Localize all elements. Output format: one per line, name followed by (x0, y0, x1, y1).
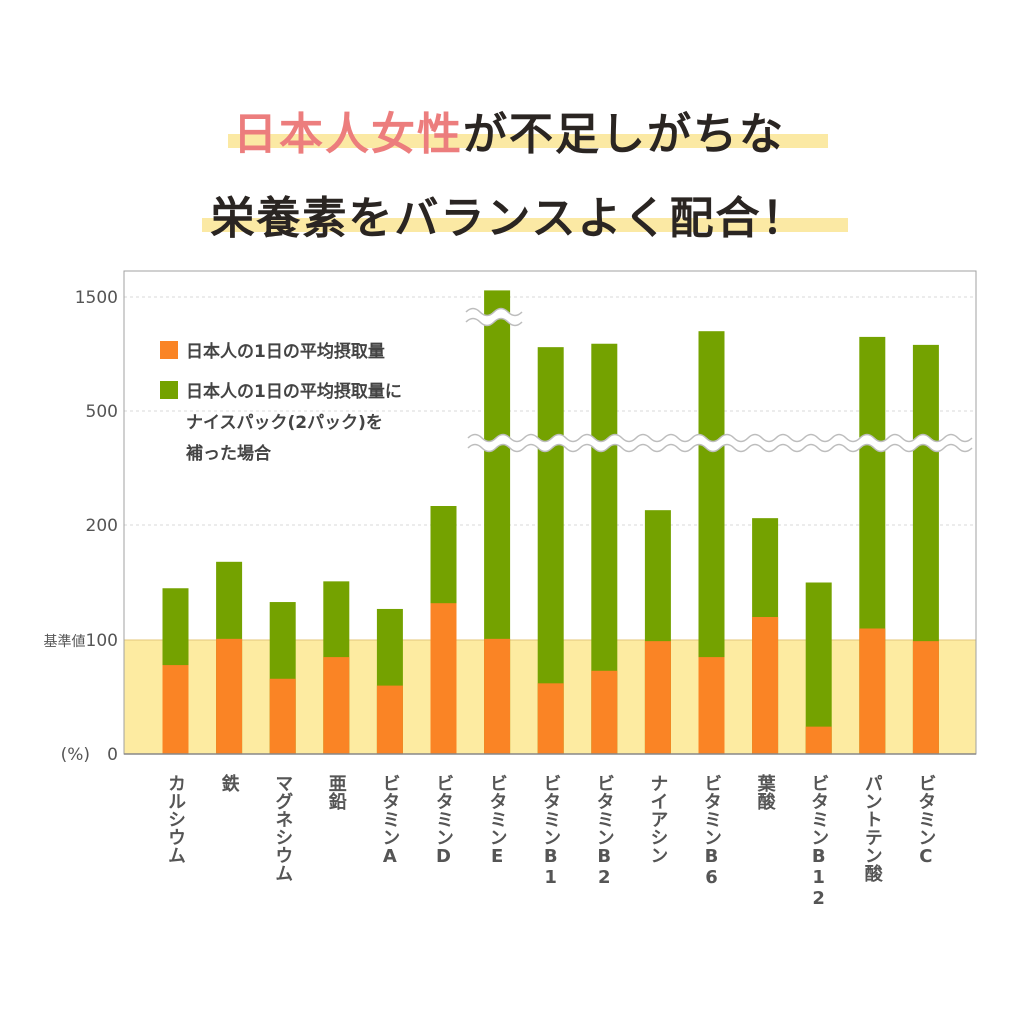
bar-orange (752, 617, 779, 754)
x-tick-label: 亜鉛 (326, 774, 347, 810)
bar-orange (537, 683, 564, 754)
legend-label-1: 日本人の1日の平均摂取量 (186, 341, 385, 362)
legend-label-2-line-2: ナイスパック(2パック)を (186, 413, 383, 433)
axis-break-upper-mask (462, 309, 526, 325)
axis-break-upper-edge-top (465, 307, 523, 317)
bar-orange (216, 638, 243, 754)
legend-swatch-orange (160, 341, 178, 359)
y-tick-label: 500 (86, 402, 118, 422)
bar-orange (591, 670, 618, 754)
bar-green (805, 582, 832, 754)
headline-highlight-2 (202, 218, 848, 232)
bar-orange (430, 603, 457, 754)
axis-break-upper-edge-bottom (465, 317, 523, 327)
bar-orange (162, 665, 189, 754)
axis-break-lower-mask (464, 435, 976, 451)
axis-break-lower-edge-top (467, 433, 973, 443)
x-tick-label: マグネシウム (272, 774, 293, 882)
y-tick-label: 1500 (75, 288, 118, 308)
x-tick-label: カルシウム (165, 774, 186, 864)
headline-highlight-1 (228, 134, 828, 148)
bar-orange (484, 638, 511, 754)
x-tick-label: ビタミンB6 (701, 774, 722, 888)
axis-break-lower-edge-bottom (467, 443, 973, 453)
x-tick-label: パントテン酸 (862, 774, 883, 883)
x-tick-label: 鉄 (219, 773, 240, 793)
legend-label-2-line-3: 補った場合 (185, 443, 272, 464)
y-tick-label: 0 (107, 745, 118, 765)
x-tick-label: ビタミンB2 (594, 774, 615, 888)
bar-orange (698, 657, 725, 754)
x-tick-label: ナイアシン (647, 774, 668, 864)
x-tick-label: ビタミンD (433, 774, 454, 867)
x-tick-label: ビタミンA (379, 774, 400, 867)
headline-line-2: 栄養素をバランスよく配合！ (210, 193, 808, 244)
legend-label-2-line-1: 日本人の1日の平均摂取量に (186, 381, 402, 402)
headline-line1-rest: が不足しがちな (463, 109, 785, 160)
bar-orange (269, 678, 296, 754)
x-tick-label: ビタミンC (915, 774, 936, 867)
y-unit-label: (%) (61, 745, 90, 765)
x-tick-label: ビタミンB1 (540, 774, 561, 888)
bar-orange (912, 641, 939, 754)
bar-orange (376, 685, 403, 754)
y-tick-label: 200 (86, 516, 118, 536)
bar-orange (323, 657, 350, 754)
x-tick-label: ビタミンB12 (808, 774, 829, 909)
bar-orange (805, 726, 832, 754)
x-tick-label: 葉酸 (755, 774, 777, 811)
legend-swatch-green (160, 381, 178, 399)
chart-legend: 日本人の1日の平均摂取量 日本人の1日の平均摂取量に ナイスパック(2パック)を… (160, 341, 402, 464)
x-tick-label: ビタミンE (487, 774, 508, 867)
bar-orange (644, 641, 671, 754)
bar-orange (859, 628, 886, 754)
headline-accent: 日本人女性 (233, 109, 463, 160)
headline-line-1: 日本人女性が不足しがちな (0, 98, 1018, 162)
y-tick-label: 基準値100 (44, 631, 118, 651)
